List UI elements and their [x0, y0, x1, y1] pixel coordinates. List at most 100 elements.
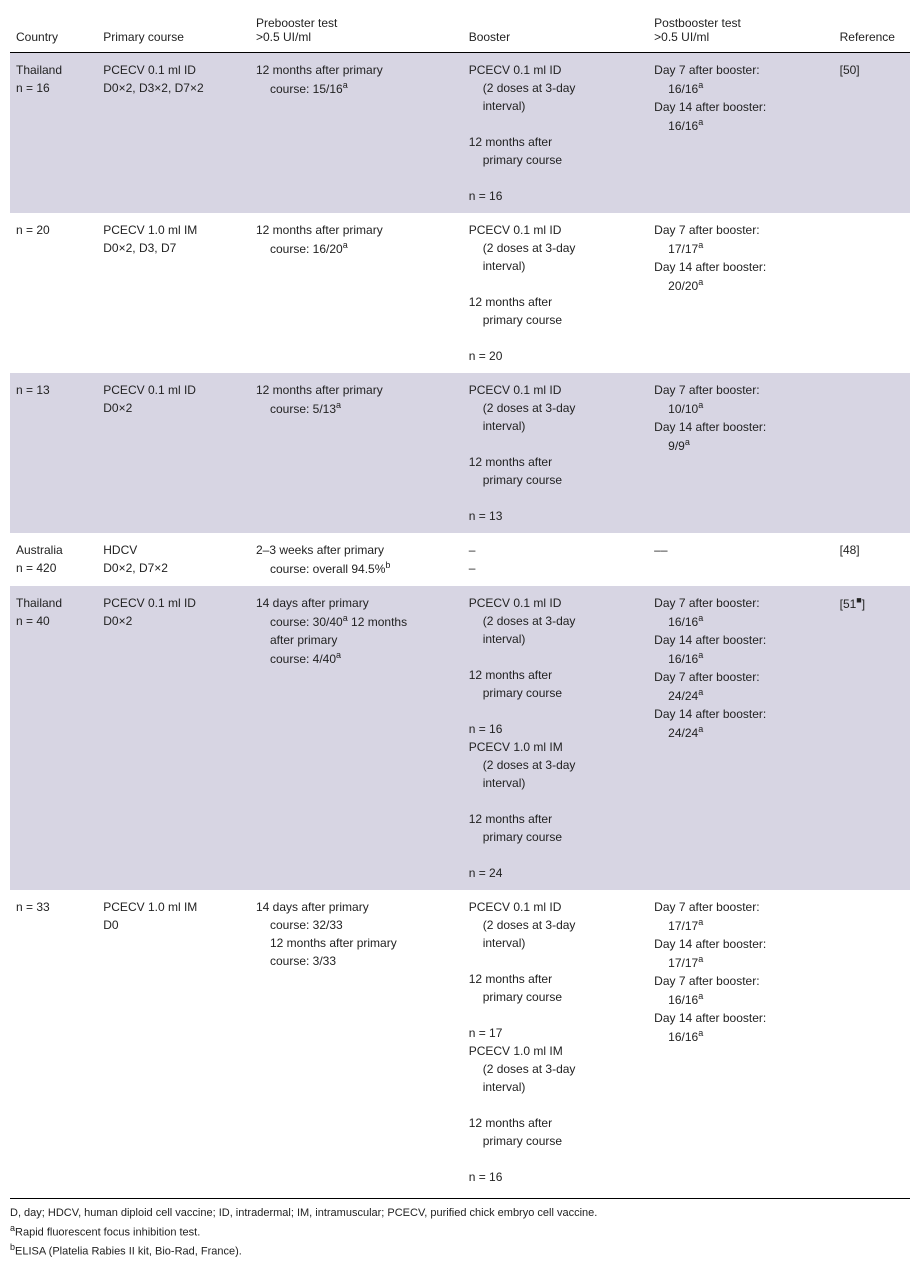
country-l2: n = 420 [16, 561, 56, 575]
country-l2: n = 16 [16, 81, 50, 95]
pre-l4-sup: a [336, 650, 341, 660]
header-postbooster-l2: >0.5 UI/ml [654, 30, 709, 44]
primary-l2: D0×2, D7×2 [103, 561, 168, 575]
post_l2: 17/17 [668, 242, 698, 256]
boost_l3: interval) [469, 934, 642, 952]
footnote-b: bELISA (Platelia Rabies II kit, Bio-Rad,… [10, 1241, 910, 1260]
country-l1: n = 33 [16, 900, 50, 914]
pre-l1: 12 months after primary [256, 223, 383, 237]
primary-l1: PCECV 0.1 ml ID [103, 596, 196, 610]
pre-l2a: course: 30/40 [270, 615, 343, 629]
cell-booster: PCECV 0.1 ml ID(2 doses at 3-dayinterval… [463, 586, 648, 890]
cell-reference: [48] [834, 533, 910, 586]
cell-prebooster: 12 months after primarycourse: 15/16a [250, 53, 463, 214]
primary-l2: D0×2, D3×2, D7×2 [103, 81, 203, 95]
header-primary: Primary course [97, 10, 250, 53]
primary-l2: D0×2 [103, 614, 132, 628]
pre-l4: course: 4/40 [270, 652, 336, 666]
pre-l3: 12 months after primary [256, 934, 457, 952]
post_l2: 17/17 [668, 919, 698, 933]
header-country: Country [10, 10, 97, 53]
boost_l5: primary course [469, 151, 642, 169]
post_l1: Day 7 after booster: [654, 63, 759, 77]
boost_b2: (2 doses at 3-day [469, 1060, 642, 1078]
boost_l2: (2 doses at 3-day [469, 239, 642, 257]
cell-primary: PCECV 0.1 ml IDD0×2, D3×2, D7×2 [97, 53, 250, 214]
pre-l3: after primary [256, 631, 457, 649]
boost_l5: primary course [469, 684, 642, 702]
post_l2-sup: a [698, 80, 703, 90]
cell-postbooster: Day 7 after booster:16/16aDay 14 after b… [648, 586, 833, 890]
post_l3: Day 14 after booster: [654, 100, 766, 114]
cell-prebooster: 14 days after primarycourse: 32/3312 mon… [250, 890, 463, 1194]
post_l3: Day 14 after booster: [654, 260, 766, 274]
boost_b4: 12 months after [469, 812, 552, 826]
header-booster: Booster [463, 10, 648, 53]
cell-primary: PCECV 1.0 ml IMD0×2, D3, D7 [97, 213, 250, 373]
table-row: n = 13PCECV 0.1 ml IDD0×212 months after… [10, 373, 910, 533]
boost_b4: 12 months after [469, 1116, 552, 1130]
boost_b3: interval) [469, 774, 642, 792]
table-row: Thailand n = 16 PCECV 0.1 ml IDD0×2, D3×2,… [10, 53, 910, 214]
primary-l2: D0×2 [103, 401, 132, 415]
post_l1: Day 7 after booster: [654, 223, 759, 237]
cell-reference [834, 373, 910, 533]
post_l2: 16/16 [668, 615, 698, 629]
boost_l2: (2 doses at 3-day [469, 399, 642, 417]
pre-l1: 2–3 weeks after primary [256, 543, 384, 557]
post_l4: 16/16 [668, 119, 698, 133]
pre-l2: course: 5/13 [270, 402, 336, 416]
boost_l1: PCECV 0.1 ml ID [469, 223, 562, 237]
post_l4-sup: a [698, 954, 703, 964]
post_l4-sup: a [698, 277, 703, 287]
cell-country: Thailandn = 40 [10, 586, 97, 890]
footnote-a-text: Rapid fluorescent focus inhibition test. [15, 1226, 200, 1238]
boost_l2: (2 doses at 3-day [469, 612, 642, 630]
boost_l3: interval) [469, 417, 642, 435]
cell-primary: PCECV 1.0 ml IMD0 [97, 890, 250, 1194]
post_b2-sup: a [698, 687, 703, 697]
header-prebooster: Prebooster test >0.5 UI/ml [250, 10, 463, 53]
post_l4-sup: a [698, 117, 703, 127]
boost_l4: 12 months after [469, 135, 552, 149]
country-l1: Thailand [16, 596, 62, 610]
boost_l2: (2 doses at 3-day [469, 916, 642, 934]
post_l4-sup: a [685, 437, 690, 447]
pre-l4: course: 3/33 [270, 954, 336, 968]
cell-prebooster: 14 days after primarycourse: 30/40a 12 m… [250, 586, 463, 890]
country-l1: Thailand [16, 63, 62, 77]
cell-booster: PCECV 0.1 ml ID(2 doses at 3-dayinterval… [463, 890, 648, 1194]
cell-reference [834, 213, 910, 373]
boost_l7: – [469, 561, 476, 575]
cell-primary: HDCVD0×2, D7×2 [97, 533, 250, 586]
cell-postbooster: –– [648, 533, 833, 586]
table-row: n = 33 PCECV 1.0 ml IMD014 days after pri… [10, 890, 910, 1194]
boost_b2: (2 doses at 3-day [469, 756, 642, 774]
boost_l2: (2 doses at 3-day [469, 79, 642, 97]
post_b4: 24/24 [668, 726, 698, 740]
table-row: n = 20PCECV 1.0 ml IMD0×2, D3, D712 mont… [10, 213, 910, 373]
boost_l5: primary course [469, 988, 642, 1006]
cell-primary: PCECV 0.1 ml ID D0×2 [97, 586, 250, 890]
post_b2: 16/16 [668, 993, 698, 1007]
post_l1: Day 7 after booster: [654, 900, 759, 914]
boost_l1: PCECV 0.1 ml ID [469, 383, 562, 397]
primary-l1: PCECV 0.1 ml ID [103, 383, 196, 397]
cell-reference [834, 890, 910, 1194]
footnote-a: aRapid fluorescent focus inhibition test… [10, 1222, 910, 1241]
cell-country: n = 20 [10, 213, 97, 373]
post_l2-sup: a [698, 613, 703, 623]
cell-prebooster: 12 months after primarycourse: 5/13a [250, 373, 463, 533]
post_l1: – [654, 543, 661, 557]
footnote-abbrev: D, day; HDCV, human diploid cell vaccine… [10, 1205, 910, 1222]
cell-booster: PCECV 0.1 ml ID(2 doses at 3-dayinterval… [463, 213, 648, 373]
post_l4: 16/16 [668, 652, 698, 666]
boost_l5: primary course [469, 471, 642, 489]
post_l3: Day 14 after booster: [654, 633, 766, 647]
post_l4: 20/20 [668, 279, 698, 293]
pre-l2: course: 15/16 [270, 82, 343, 96]
boost_l6: n = 20 [469, 349, 503, 363]
ref-end: ] [862, 597, 865, 611]
vaccine-table: Country Primary course Prebooster test >… [10, 10, 910, 1194]
post_b3: Day 14 after booster: [654, 1011, 766, 1025]
